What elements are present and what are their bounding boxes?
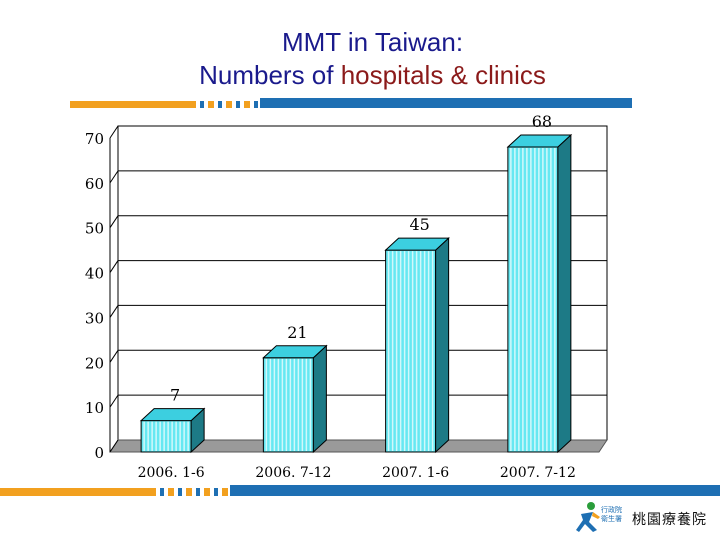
bar-2 xyxy=(384,237,450,454)
grid-diagonal xyxy=(109,305,119,318)
bar-0 xyxy=(139,407,206,454)
bottom-stripe-fade xyxy=(150,488,230,496)
bottom-stripe xyxy=(0,485,720,499)
grid-diagonal xyxy=(109,394,119,408)
title-prefix: Numbers of xyxy=(199,60,341,90)
bar-top-face xyxy=(384,237,450,251)
x-tick-label: 2007. 1-6 xyxy=(382,465,449,481)
data-label: 7 xyxy=(170,386,180,405)
title-line-2: Numbers of hospitals & clinics xyxy=(0,59,720,92)
data-label: 21 xyxy=(287,323,307,342)
slide-title: MMT in Taiwan: Numbers of hospitals & cl… xyxy=(0,26,720,92)
bar-3 xyxy=(506,133,573,454)
bottom-stripe-orange xyxy=(0,488,150,496)
data-label: 45 xyxy=(409,215,429,234)
bar-front-face xyxy=(507,146,559,453)
grid-diagonal xyxy=(109,350,119,363)
grid-diagonal xyxy=(109,439,119,453)
bar-top-face xyxy=(139,408,206,422)
bottom-stripe-blue xyxy=(230,485,720,496)
grid-diagonal xyxy=(109,170,119,184)
grid-diagonal xyxy=(109,260,119,273)
data-label: 68 xyxy=(532,112,552,131)
y-tick-label: 60 xyxy=(85,175,104,193)
y-tick-label: 20 xyxy=(85,354,104,372)
top-stripe-orange xyxy=(70,101,190,108)
top-stripe-fade xyxy=(190,101,260,108)
x-tick-label: 2006. 1-6 xyxy=(138,465,205,481)
bar-1 xyxy=(262,344,328,454)
y-tick-label: 70 xyxy=(85,130,104,148)
hospital-logo: 行政院 衛生署 桃園療養院 xyxy=(575,500,715,536)
bar-side-face xyxy=(557,133,572,454)
y-tick-label: 0 xyxy=(94,444,104,462)
logo-org-small: 行政院 衛生署 xyxy=(601,506,622,523)
top-stripe xyxy=(0,98,632,112)
y-tick-label: 10 xyxy=(85,399,104,417)
grid-diagonal xyxy=(109,125,119,139)
title-accent: hospitals & clinics xyxy=(340,60,546,90)
bar-side-face xyxy=(435,237,450,454)
y-tick-label: 30 xyxy=(85,309,104,327)
title-line-1: MMT in Taiwan: xyxy=(281,27,464,57)
runner-logo-icon xyxy=(576,502,600,532)
logo-org-name: 桃園療養院 xyxy=(632,512,707,528)
x-tick-label: 2006. 7-12 xyxy=(255,465,331,481)
grid-diagonal xyxy=(109,215,119,228)
bar-front-face xyxy=(385,249,437,453)
bar-top-face xyxy=(262,345,328,359)
y-tick-label: 40 xyxy=(85,265,104,283)
bar-top-face xyxy=(506,134,573,148)
top-stripe-blue xyxy=(260,98,632,108)
bar-side-face xyxy=(312,344,327,454)
y-tick-label: 50 xyxy=(85,220,104,238)
x-tick-label: 2007. 7-12 xyxy=(500,465,576,481)
